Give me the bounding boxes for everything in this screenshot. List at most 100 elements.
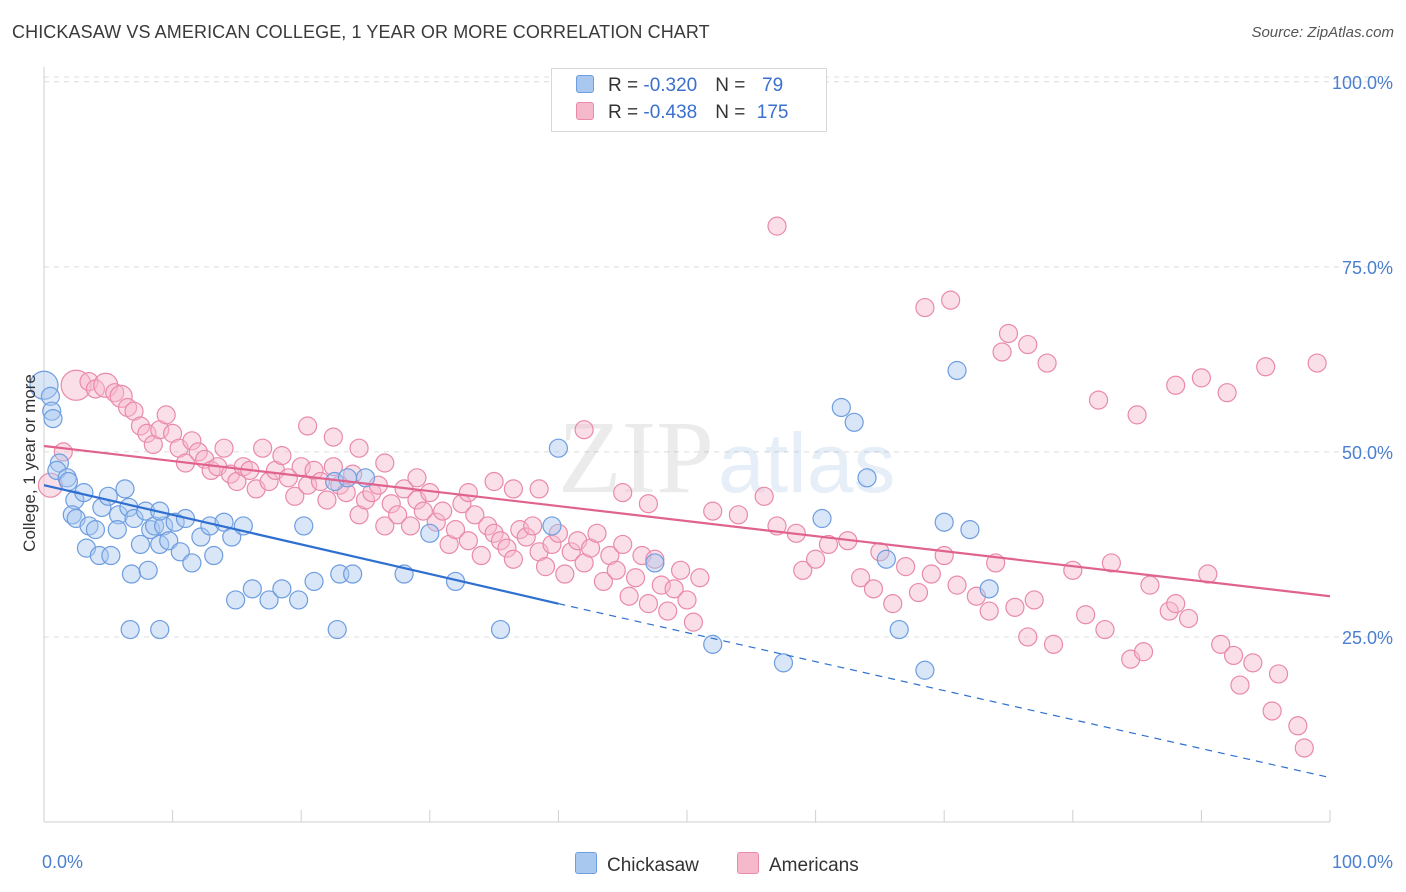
legend-r-label: R =: [608, 75, 644, 96]
point-americans: [1133, 642, 1154, 662]
point-americans: [490, 531, 511, 551]
point-americans: [535, 557, 556, 577]
point-chickasaw: [960, 520, 980, 540]
point-americans: [1088, 390, 1109, 410]
point-americans: [728, 505, 749, 525]
point-americans: [1288, 716, 1308, 736]
legend-label-chickasaw: Chickasaw: [607, 855, 699, 876]
trendline-chickasaw: [43, 484, 559, 605]
point-americans: [1217, 383, 1237, 403]
x-tick-label: 100.0%: [1332, 852, 1393, 872]
point-americans: [896, 557, 916, 577]
legend-label-americans: Americans: [769, 855, 859, 876]
point-chickasaw: [304, 571, 324, 592]
watermark: ZIP atlas: [558, 400, 895, 515]
point-americans: [478, 516, 498, 536]
legend-item-americans[interactable]: Americans: [737, 852, 859, 877]
point-americans: [548, 523, 569, 543]
point-chickasaw: [327, 619, 347, 640]
point-chickasaw: [85, 520, 106, 540]
point-americans: [941, 290, 961, 310]
point-chickasaw: [844, 412, 864, 432]
point-americans: [1211, 634, 1231, 654]
point-americans: [1178, 608, 1199, 629]
point-americans: [182, 431, 202, 451]
point-americans: [915, 297, 935, 318]
series-chickasaw: [29, 360, 999, 680]
point-americans: [413, 501, 433, 521]
point-chickasaw: [47, 460, 67, 481]
legend-r-value-chickasaw: -0.320: [643, 75, 698, 96]
point-chickasaw: [226, 590, 246, 610]
point-americans: [703, 501, 723, 521]
point-americans: [323, 427, 343, 447]
point-chickasaw: [107, 520, 127, 540]
legend-n-value-americans: 175: [756, 102, 789, 123]
y-tick-label: 75.0%: [1342, 258, 1393, 278]
point-americans: [1018, 334, 1038, 355]
point-chickasaw: [915, 660, 935, 680]
point-chickasaw: [159, 531, 179, 551]
point-americans: [818, 534, 839, 555]
point-chickasaw: [62, 505, 82, 525]
point-americans: [516, 527, 536, 547]
point-americans: [510, 520, 530, 540]
watermark-atlas: atlas: [718, 416, 895, 510]
point-americans: [458, 483, 478, 503]
series-americans: [37, 216, 1327, 758]
point-chickasaw: [979, 579, 999, 599]
point-chickasaw: [141, 520, 161, 540]
point-americans: [523, 516, 543, 536]
point-americans: [355, 490, 376, 510]
point-americans: [407, 468, 427, 488]
y-axis-title: College, 1 year or more: [20, 374, 39, 552]
point-americans: [1262, 701, 1282, 721]
point-chickasaw: [420, 523, 440, 543]
point-americans: [484, 523, 504, 543]
point-americans: [323, 457, 343, 477]
point-americans: [947, 575, 967, 595]
point-americans: [658, 601, 678, 621]
point-americans: [1256, 357, 1276, 377]
point-americans: [137, 423, 157, 443]
point-americans: [484, 471, 504, 492]
point-americans: [1243, 653, 1263, 673]
point-americans: [690, 568, 710, 588]
point-americans: [471, 545, 491, 566]
point-americans: [529, 479, 549, 499]
point-chickasaw: [889, 619, 909, 640]
point-americans: [1018, 627, 1038, 647]
point-chickasaw: [542, 516, 562, 536]
point-americans: [445, 520, 466, 540]
point-americans: [677, 590, 697, 610]
legend-n-label: N =: [715, 75, 751, 96]
point-americans: [992, 342, 1012, 362]
point-chickasaw: [857, 468, 877, 488]
point-americans: [317, 490, 337, 510]
legend-row-chickasaw: R = -0.320 N = 79: [576, 75, 795, 97]
point-chickasaw: [121, 564, 142, 584]
point-chickasaw: [101, 545, 121, 566]
point-americans: [60, 369, 92, 401]
point-americans: [683, 612, 704, 632]
point-chickasaw: [43, 408, 63, 429]
point-americans: [670, 560, 691, 580]
legend-r-label: R =: [608, 102, 644, 123]
point-americans: [272, 446, 292, 466]
point-chickasaw: [49, 453, 70, 473]
point-americans: [1024, 590, 1044, 610]
chart-title: CHICKASAW VS AMERICAN COLLEGE, 1 YEAR OR…: [12, 22, 710, 42]
point-americans: [613, 534, 633, 555]
legend-item-chickasaw[interactable]: Chickasaw: [575, 852, 699, 877]
point-americans: [979, 601, 999, 621]
point-chickasaw: [58, 471, 79, 492]
point-chickasaw: [831, 397, 851, 418]
point-chickasaw: [182, 553, 202, 573]
point-chickasaw: [108, 505, 129, 525]
point-americans: [388, 505, 408, 525]
point-americans: [1191, 368, 1212, 388]
point-chickasaw: [124, 508, 144, 529]
point-americans: [1159, 601, 1179, 621]
point-americans: [754, 486, 774, 506]
legend-swatch-americans: [576, 102, 594, 120]
